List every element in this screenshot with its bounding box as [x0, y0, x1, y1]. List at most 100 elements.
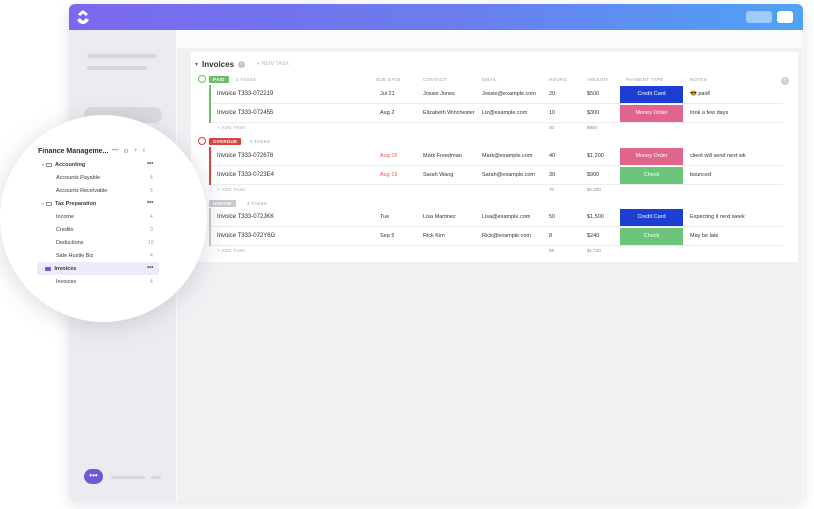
email[interactable]: Lisa@example.com — [482, 214, 531, 220]
notes[interactable]: 😎 paid! — [690, 91, 711, 97]
topbar-button-white[interactable] — [777, 11, 793, 23]
chevron-right-icon[interactable]: › — [42, 266, 44, 271]
contact[interactable]: Rick Kim — [423, 233, 445, 239]
column-header-email[interactable]: EMAIL — [482, 77, 498, 82]
table-row[interactable]: Invoice T333-072455 Aug 2 Elizabeth Winc… — [209, 104, 783, 123]
status-badge-overdue[interactable]: OVERDUE — [209, 138, 242, 145]
sidebar-item-accounts-receivable[interactable]: Accounts Receivable — [56, 188, 108, 194]
hours[interactable]: 50 — [549, 214, 556, 220]
hours[interactable]: 10 — [549, 110, 556, 116]
hours[interactable]: 8 — [549, 233, 553, 239]
add-column-icon[interactable]: + — [781, 77, 789, 85]
column-header-payment-type[interactable]: PAYMENT TYPE — [626, 77, 664, 82]
info-icon[interactable]: i — [238, 60, 246, 68]
amount[interactable]: $900 — [587, 172, 600, 178]
table-row[interactable]: Invoice T333-072678 Aug 15 Mark Freedman… — [209, 147, 783, 166]
sidebar-item-accounting[interactable]: ▾ Accounting — [42, 162, 86, 168]
email[interactable]: Rick@example.com — [482, 233, 531, 239]
clickup-logo-icon[interactable] — [75, 8, 91, 26]
amount[interactable]: $1,500 — [587, 214, 604, 220]
chat-bubble-icon[interactable]: ••• — [84, 469, 103, 484]
more-icon[interactable]: ••• — [147, 265, 154, 271]
column-header-contact[interactable]: CONTACT — [423, 77, 447, 82]
notes[interactable]: May be late — [690, 233, 719, 239]
due-date[interactable]: Tue — [380, 214, 390, 220]
notes[interactable]: client will send next wk — [690, 153, 746, 159]
contact[interactable]: Jossie Jones — [423, 91, 455, 97]
payment-type-label[interactable]: Check — [620, 228, 683, 245]
table-row[interactable]: Invoice T333-072JKK Tue Lisa Martinez Li… — [209, 208, 783, 227]
contact[interactable]: Elizabeth Winchester — [423, 110, 475, 116]
column-header-hours[interactable]: HOURS — [549, 77, 567, 82]
gear-icon[interactable]: ⚙ — [123, 149, 129, 155]
sidebar-item-credits[interactable]: Credits — [56, 227, 74, 233]
amount[interactable]: $500 — [587, 91, 600, 97]
sidebar-item-invoices-list[interactable]: Invoices — [56, 279, 77, 285]
add-task-button[interactable]: + ADD TASK — [217, 187, 246, 192]
notes[interactable]: took a few days — [690, 110, 729, 116]
task-name[interactable]: Invoice T333-072219 — [217, 91, 274, 97]
payment-type-label[interactable]: Credit Card — [620, 209, 683, 226]
table-row[interactable]: Invoice T333-072219 Jul 21 Jossie Jones … — [209, 85, 783, 104]
task-name[interactable]: Invoice T333-072Y6G — [217, 233, 276, 239]
contact[interactable]: Lisa Martinez — [423, 214, 456, 220]
table-row[interactable]: Invoice T333-0723E4 Aug 19 Sarah Wang Sa… — [209, 166, 783, 185]
sidebar-item-tax-preparation[interactable]: ▾ Tax Preparation — [42, 201, 97, 207]
more-icon[interactable]: ••• — [112, 148, 119, 154]
due-date[interactable]: Aug 2 — [380, 110, 395, 116]
sidebar-item-income[interactable]: Income — [56, 214, 75, 220]
topbar-button[interactable] — [746, 11, 772, 23]
sidebar-item-side-hustle-biz[interactable]: Side Hustle Biz — [56, 253, 94, 259]
collapse-caret-icon[interactable]: ▾ — [195, 61, 199, 68]
workspace-title[interactable]: Finance Manageme... — [38, 148, 109, 155]
plus-icon[interactable]: + — [133, 148, 138, 154]
sidebar-item-deductions[interactable]: Deductions — [56, 240, 84, 246]
add-task-button[interactable]: + ADD TASK — [217, 125, 246, 130]
email[interactable]: Jossie@example.com — [482, 91, 536, 97]
amount[interactable]: $300 — [587, 110, 600, 116]
task-name[interactable]: Invoice T333-072678 — [217, 153, 274, 159]
add-task-button[interactable]: + ADD TASK — [217, 248, 246, 253]
group-collapse-icon[interactable] — [198, 75, 206, 83]
due-date[interactable]: Aug 19 — [380, 172, 398, 178]
task-name[interactable]: Invoice T333-072455 — [217, 110, 274, 116]
chevron-down-icon[interactable]: ▾ — [42, 162, 45, 167]
search-icon[interactable]: ⌕ — [142, 148, 146, 154]
chevron-down-icon[interactable]: ▾ — [42, 201, 45, 206]
status-badge-paid[interactable]: PAID — [209, 76, 229, 83]
notes[interactable]: Expecting it next week — [690, 214, 745, 220]
status-badge-unpaid[interactable]: UNPAID — [209, 200, 236, 207]
payment-type-label[interactable]: Credit Card — [620, 86, 683, 103]
table-row[interactable]: Invoice T333-072Y6G Sep 5 Rick Kim Rick@… — [209, 227, 783, 246]
column-header-notes[interactable]: NOTES — [690, 77, 708, 82]
column-header-due-date[interactable]: DUE DATE — [376, 77, 401, 82]
payment-type-label[interactable]: Money Order — [620, 105, 683, 122]
column-header-amount[interactable]: AMOUNT — [587, 77, 609, 82]
due-date[interactable]: Jul 21 — [380, 91, 395, 97]
due-date[interactable]: Sep 5 — [380, 233, 395, 239]
sidebar-item-accounts-payable[interactable]: Accounts Payable — [56, 175, 101, 181]
list-title: Invoices — [202, 59, 235, 69]
task-name[interactable]: Invoice T333-0723E4 — [217, 172, 274, 178]
amount[interactable]: $240 — [587, 233, 600, 239]
due-date[interactable]: Aug 15 — [380, 153, 398, 159]
email[interactable]: Sarah@example.com — [482, 172, 535, 178]
hours[interactable]: 20 — [549, 91, 556, 97]
sidebar-item-invoices-folder[interactable]: › Invoices — [42, 266, 77, 272]
new-task-button[interactable]: + NEW TASK — [257, 61, 289, 67]
payment-type-label[interactable]: Check — [620, 167, 683, 184]
hours[interactable]: 40 — [549, 153, 556, 159]
email[interactable]: Mark@example.com — [482, 153, 533, 159]
main-content: ▾ Invoices i + NEW TASK DUE DATE CONTACT… — [177, 48, 802, 502]
email[interactable]: Liz@example.com — [482, 110, 528, 116]
contact[interactable]: Sarah Wang — [423, 172, 454, 178]
hours[interactable]: 30 — [549, 172, 556, 178]
group-collapse-icon[interactable] — [198, 137, 206, 145]
notes[interactable]: bounced — [690, 172, 712, 178]
payment-type-label[interactable]: Money Order — [620, 148, 683, 165]
more-icon[interactable]: ••• — [147, 161, 154, 167]
amount[interactable]: $1,200 — [587, 153, 604, 159]
contact[interactable]: Mark Freedman — [423, 153, 462, 159]
task-name[interactable]: Invoice T333-072JKK — [217, 214, 275, 220]
more-icon[interactable]: ••• — [147, 200, 154, 206]
